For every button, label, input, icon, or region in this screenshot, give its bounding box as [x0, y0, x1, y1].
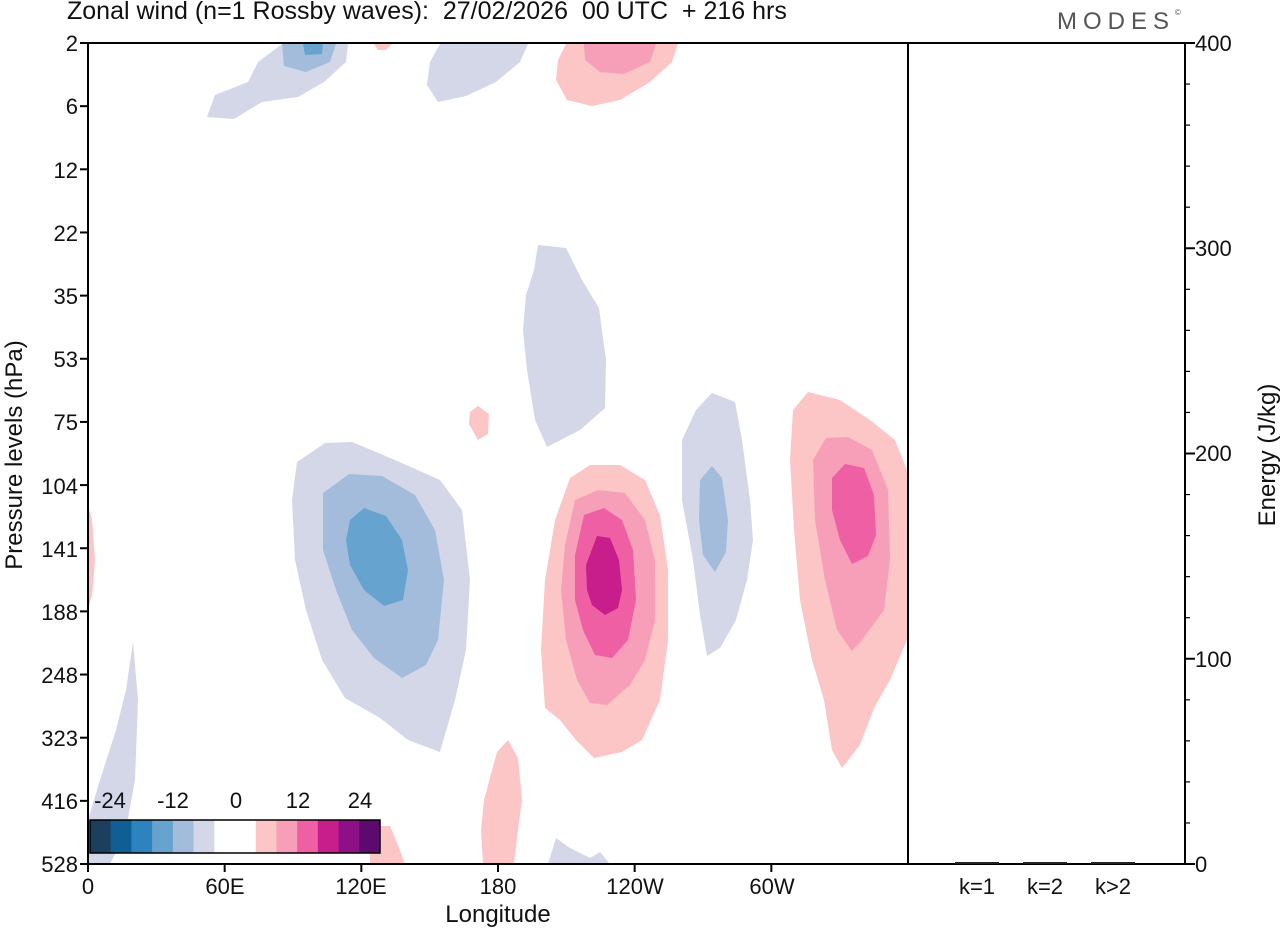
- y-axis-pressure: 2 6 12 22 35 53 75 104 141 188 248 323 4…: [41, 31, 78, 877]
- y-tick-label: 12: [54, 158, 78, 183]
- y-tick-label: 6: [66, 94, 78, 119]
- contour-neg-6-bottom: [548, 838, 610, 864]
- colorbar-border: [89, 819, 381, 854]
- x-tick-label: 120W: [606, 874, 664, 899]
- colorbar-swatch: [152, 820, 174, 853]
- colorbar-label: -24: [94, 788, 126, 813]
- y-tick-label: 141: [41, 537, 78, 562]
- contour-pos-6-tiny: [374, 44, 392, 50]
- energy-tick-label: 100: [1195, 647, 1232, 672]
- x-tick-label: 120E: [335, 874, 386, 899]
- colorbar-label: -12: [157, 788, 189, 813]
- contour-neg-12-east: [699, 466, 728, 572]
- contour-neg-18-upper-left: [303, 44, 323, 55]
- colorbar-swatch: [172, 820, 195, 853]
- colorbar-labels: -24 -12 0 12 24: [94, 788, 372, 813]
- y-tick-label: 104: [41, 474, 78, 499]
- colorbar-label: 24: [348, 788, 372, 813]
- x-tick-label: 60E: [205, 874, 244, 899]
- energy-tick-label: 0: [1195, 852, 1207, 877]
- x-tick-label: 180: [480, 874, 517, 899]
- colorbar-swatch: [338, 820, 360, 853]
- colorbar-swatch: [255, 820, 277, 853]
- contour-pos-6-tiny-2: [469, 406, 489, 440]
- contour-neg-6-upper-mid: [427, 44, 528, 102]
- energy-category-label: k>2: [1095, 874, 1131, 899]
- x-axis-longitude: 0 60E 120E 180 120W 60W: [82, 874, 795, 899]
- y-tick-label: 416: [41, 789, 78, 814]
- y-tick-label: 2: [66, 31, 78, 56]
- colorbar-swatch: [214, 820, 236, 853]
- energy-tick-label: 300: [1195, 236, 1232, 261]
- chart-title: Zonal wind (n=1 Rossby waves): 27/02/202…: [67, 0, 787, 25]
- energy-tick-label: 200: [1195, 441, 1232, 466]
- colorbar-swatch: [359, 820, 381, 853]
- y-tick-label: 53: [54, 347, 78, 372]
- energy-category-label: k=1: [959, 874, 995, 899]
- x-axis-ticks: [87, 864, 773, 872]
- y-tick-label: 188: [41, 600, 78, 625]
- y-tick-label: 22: [54, 221, 78, 246]
- energy-axis-title: Energy (J/kg): [1254, 384, 1280, 527]
- colorbar-swatch: [235, 820, 257, 853]
- contour-neg-6-lower-left: [88, 642, 138, 864]
- contour-pos-18-east: [832, 464, 876, 564]
- contour-neg-18-main: [346, 508, 408, 606]
- contour-neg-12-upper-left: [282, 44, 336, 72]
- energy-bars: [955, 862, 1135, 864]
- y-tick-label: 75: [54, 410, 78, 435]
- colorbar-swatch: [193, 820, 215, 853]
- x-tick-label: 0: [82, 874, 94, 899]
- brand-logo: MODES©: [1057, 8, 1181, 35]
- energy-bar: [1023, 862, 1067, 864]
- energy-bar: [1091, 862, 1135, 864]
- y-axis-energy-ticks: [1185, 42, 1195, 865]
- x-tick-label: 60W: [749, 874, 794, 899]
- colorbar: [89, 819, 381, 854]
- energy-tick-label: 400: [1195, 31, 1232, 56]
- contour-pos-24-main: [586, 536, 622, 615]
- y-tick-label: 35: [54, 284, 78, 309]
- energy-bar: [955, 862, 999, 864]
- energy-categories: k=1 k=2 k>2: [959, 874, 1131, 899]
- contour-pos-6-left-edge: [88, 505, 95, 610]
- y-axis-ticks: [80, 42, 88, 865]
- colorbar-label: 0: [230, 788, 242, 813]
- y-tick-label: 323: [41, 726, 78, 751]
- y-axis-title: Pressure levels (hPa): [1, 340, 28, 569]
- contour-pos-12-upper: [584, 44, 656, 74]
- colorbar-label: 12: [286, 788, 310, 813]
- y-tick-label: 528: [41, 852, 78, 877]
- colorbar-swatch: [297, 820, 319, 853]
- y-axis-energy: 0 100 200 300 400: [1195, 31, 1232, 877]
- contour-neg-6-stratosphere: [523, 245, 606, 447]
- colorbar-swatch: [131, 820, 153, 853]
- colorbar-swatch: [90, 820, 112, 853]
- energy-category-label: k=2: [1027, 874, 1063, 899]
- x-axis-title: Longitude: [445, 901, 550, 928]
- colorbar-swatch: [317, 820, 340, 853]
- colorbar-swatch: [276, 820, 298, 853]
- colorbar-swatch: [110, 820, 132, 853]
- contour-field: [88, 44, 907, 864]
- y-tick-label: 248: [41, 663, 78, 688]
- contour-pos-6-lower: [481, 740, 522, 864]
